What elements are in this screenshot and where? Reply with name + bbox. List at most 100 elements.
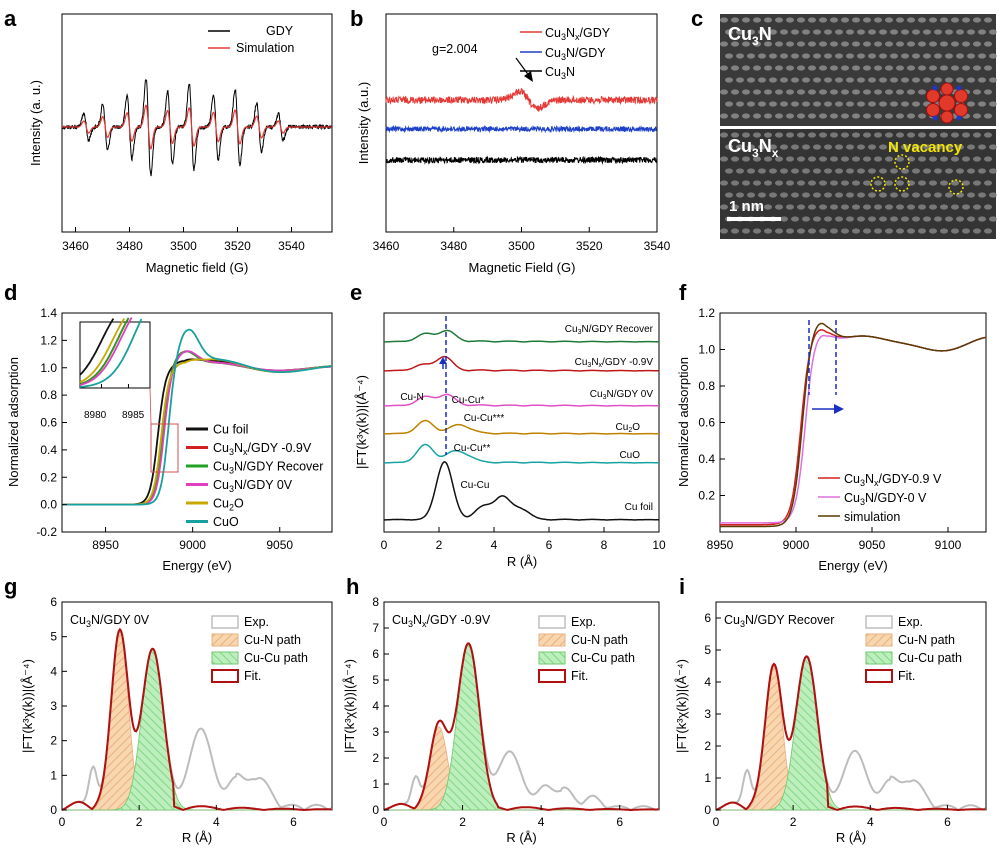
- lattice-dot: [786, 180, 794, 186]
- lattice-dot: [791, 192, 799, 198]
- lattice-dot: [907, 65, 915, 71]
- lattice-dot: [775, 180, 783, 186]
- peak-arrowhead: [439, 357, 447, 364]
- lattice-dot: [725, 77, 733, 83]
- lattice-dot: [731, 41, 739, 47]
- lattice-dot: [896, 89, 904, 95]
- lattice-dot: [802, 192, 810, 198]
- legend-label-series-cu3nx-09v: Cu3Nx/GDY -0.9V: [213, 441, 312, 457]
- lattice-dot: [780, 29, 788, 35]
- ytick-label: 5: [372, 673, 379, 687]
- ytick-label: 1.0: [698, 343, 715, 357]
- lattice-dot: [824, 53, 832, 59]
- legend-swatch-cu-cu: [538, 651, 566, 665]
- lattice-dot: [912, 101, 920, 107]
- series-f-simulation: [720, 322, 987, 528]
- legend-label-2: Cu-Cu path: [244, 651, 308, 665]
- lattice-dot: [753, 65, 761, 71]
- lattice-dot: [813, 29, 821, 35]
- legend-swatch-exp: [211, 615, 239, 629]
- panel-b-epr-samples: 3460 3480 3500 3520 3540 Magnetic Field (G) …: [356, 13, 671, 275]
- lattice-dot: [951, 65, 959, 71]
- lattice-dot: [835, 144, 843, 150]
- panel-label-h: h: [346, 574, 359, 599]
- lattice-dot: [868, 77, 876, 83]
- xtick-label: 6: [944, 815, 951, 829]
- lattice-dot: [835, 192, 843, 198]
- lattice-dot: [731, 17, 739, 23]
- ytick-label: 2: [50, 734, 57, 748]
- lattice-dot: [885, 156, 893, 162]
- lattice-dot: [852, 204, 860, 210]
- lattice-dot: [967, 144, 975, 150]
- lattice-dot: [978, 29, 986, 35]
- lattice-dot: [962, 132, 970, 138]
- lattice-dot: [852, 156, 860, 162]
- ylabel-e: |FT(k³χ(k))|(Å⁻⁴): [354, 375, 369, 469]
- lattice-dot: [802, 53, 810, 59]
- series-label-2: Cu3N/GDY 0V: [590, 389, 654, 401]
- lattice-dot: [907, 17, 915, 23]
- xtick-label: 4: [213, 815, 220, 829]
- legend-label-cu3nx-gdy: Cu3Nx/GDY: [545, 26, 611, 42]
- legend-label-2: Cu-Cu path: [898, 651, 962, 665]
- lattice-dot: [808, 41, 816, 47]
- lattice-dot: [824, 144, 832, 150]
- lattice-dot: [973, 65, 981, 71]
- n-vacancy-label: N vacancy: [888, 139, 963, 156]
- lattice-dot: [813, 216, 821, 222]
- lattice-dot: [956, 29, 964, 35]
- lattice-dot: [956, 53, 964, 59]
- series-cu3n-0v-inset: [79, 316, 133, 386]
- lattice-dot: [802, 101, 810, 107]
- series-cuo: [62, 328, 333, 506]
- xtick-label: 8: [601, 538, 608, 552]
- lattice-dot: [874, 132, 882, 138]
- xtick-label: 10: [652, 538, 666, 552]
- lattice-dot: [879, 53, 887, 59]
- legend-label-cu3n: Cu3N: [545, 65, 575, 81]
- axes-frame-a: [61, 13, 333, 233]
- panel-e-traces: [383, 329, 659, 521]
- lattice-dot: [775, 113, 783, 119]
- lattice-dot: [962, 41, 970, 47]
- series-cu-foil-inset: [79, 318, 115, 376]
- lattice-dot: [890, 77, 898, 83]
- lattice-dot: [824, 168, 832, 174]
- lattice-dot: [753, 156, 761, 162]
- lattice-dot: [896, 113, 904, 119]
- lattice-dot: [868, 29, 876, 35]
- legend-label-cu3nx-09v: Cu3Nx/GDY-0.9 V: [844, 472, 942, 488]
- lattice-dot: [802, 216, 810, 222]
- lattice-dot: [769, 101, 777, 107]
- lattice-dot: [879, 192, 887, 198]
- lattice-dot: [830, 132, 838, 138]
- legend-label-0: Exp.: [244, 615, 269, 629]
- ylabel-f: Normalized adsorption: [676, 357, 691, 487]
- lattice-dot: [747, 168, 755, 174]
- lattice-dot: [775, 204, 783, 210]
- lattice-dot: [901, 168, 909, 174]
- lattice-dot: [896, 17, 904, 23]
- lattice-dot: [907, 89, 915, 95]
- lattice-dot: [841, 180, 849, 186]
- lattice-dot: [907, 113, 915, 119]
- lattice-dot: [720, 228, 728, 234]
- lattice-dot: [758, 29, 766, 35]
- lattice-dot: [742, 228, 750, 234]
- lattice-dot: [819, 65, 827, 71]
- lattice-dot: [742, 17, 750, 23]
- ytick-label: 4: [372, 699, 379, 713]
- lattice-dot: [901, 216, 909, 222]
- lattice-dot: [808, 180, 816, 186]
- ytick-label: 1.2: [698, 306, 715, 320]
- lattice-dot: [819, 132, 827, 138]
- lattice-dot: [934, 144, 942, 150]
- lattice-dot: [835, 101, 843, 107]
- lattice-dot: [984, 180, 992, 186]
- lattice-dot: [890, 101, 898, 107]
- lattice-dot: [973, 204, 981, 210]
- lattice-dot: [874, 89, 882, 95]
- lattice-dot: [846, 53, 854, 59]
- lattice-dot: [951, 180, 959, 186]
